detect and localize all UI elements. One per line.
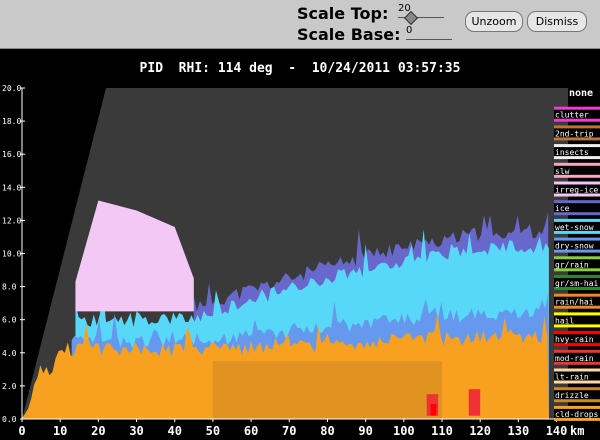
- scale-base-track: [406, 39, 452, 40]
- x-tick-label: 10: [53, 424, 67, 438]
- legend-label-wet-snow: wet-snow: [555, 223, 594, 232]
- x-tick-label: 100: [393, 424, 415, 438]
- x-axis-label: km: [570, 424, 584, 438]
- x-tick-label: 30: [129, 424, 143, 438]
- legend-label-bg: [554, 278, 600, 287]
- legend-label-gr-sm-hai: gr/sm-hai: [555, 279, 599, 288]
- legend-label-bg: [554, 109, 600, 119]
- dismiss-button[interactable]: Dismiss: [527, 11, 587, 32]
- y-tick-label: 16.0: [2, 150, 21, 159]
- legend-label-2nd-trip: 2nd-trip: [555, 129, 594, 138]
- legend-label-bg: [554, 315, 600, 325]
- x-tick-label: 140: [546, 424, 568, 438]
- legend-label-bg: [554, 184, 600, 194]
- legend-label-none: none: [569, 88, 593, 99]
- legend-label-mod-rain: mod-rain: [555, 354, 594, 363]
- legend-label-dry-snow: dry-snow: [555, 242, 594, 251]
- unzoom-button[interactable]: Unzoom: [465, 11, 523, 32]
- blocked-wedge: [22, 88, 106, 419]
- x-tick-label: 40: [168, 424, 182, 438]
- x-tick-label: 60: [244, 424, 258, 438]
- legend-label-bg: [554, 128, 600, 138]
- region-drizzle: [212, 361, 442, 419]
- x-tick-label: 110: [431, 424, 453, 438]
- x-tick-label: 80: [320, 424, 334, 438]
- legend-label-bg: [554, 296, 600, 306]
- legend-label-bg: [554, 165, 600, 175]
- scale-base-slider[interactable]: 0: [406, 25, 452, 42]
- y-tick-label: 4.0: [2, 349, 17, 358]
- legend-label-gr-rain: gr/rain: [555, 260, 589, 269]
- legend-label-bg: [554, 240, 600, 250]
- y-tick-label: 10.0: [2, 250, 21, 259]
- legend-label-bg: [554, 203, 600, 213]
- y-tick-label: 12.0: [2, 216, 21, 225]
- legend-label-slw: slw: [555, 167, 570, 176]
- legend-label-hail: hail: [555, 316, 574, 325]
- legend-label-insects: insects: [555, 148, 589, 157]
- toolbar: Scale Top: 20 Scale Base: 0 Unzoom Dismi…: [0, 0, 600, 49]
- x-tick-label: 120: [469, 424, 491, 438]
- legend-label-irreg-ice: irreg-ice: [555, 186, 599, 195]
- region-hvy-rain-0: [430, 404, 437, 416]
- chart-title: PID RHI: 114 deg - 10/24/2011 03:57:35: [139, 61, 461, 76]
- scale-top-value: 20: [398, 3, 411, 14]
- legend-label-bg: [554, 371, 600, 381]
- legend-label-bg: [554, 334, 600, 344]
- legend-label-bg: [554, 259, 600, 269]
- region-mod-rain-1: [468, 389, 481, 416]
- legend-label-cld-drops: cld-drops: [555, 410, 599, 419]
- scale-top-track: [398, 17, 444, 18]
- legend-label-bg: [554, 408, 600, 418]
- x-tick-label: 20: [91, 424, 105, 438]
- x-tick-label: 70: [282, 424, 296, 438]
- legend-label-hvy-rain: hvy-rain: [555, 335, 594, 344]
- scale-top-label: Scale Top:: [297, 4, 389, 23]
- x-tick-label: 0: [18, 424, 25, 438]
- scale-base-value: 0: [406, 25, 413, 36]
- legend-label-bg: [554, 352, 600, 362]
- legend-label-lt-rain: lt-rain: [555, 373, 589, 382]
- y-tick-label: 14.0: [2, 183, 21, 192]
- x-tick-label: 50: [206, 424, 220, 438]
- y-tick-label: 20.0: [2, 84, 21, 93]
- legend-label-clutter: clutter: [555, 111, 589, 120]
- scale-top-slider[interactable]: 20: [398, 3, 444, 26]
- y-tick-label: 6.0: [2, 316, 17, 325]
- legend-label-ice: ice: [555, 204, 570, 213]
- x-tick-label: 90: [358, 424, 372, 438]
- legend-label-bg: [554, 221, 600, 231]
- x-tick-label: 130: [508, 424, 530, 438]
- region-irreg-ice: [75, 200, 194, 312]
- legend-label-drizzle: drizzle: [555, 391, 589, 400]
- y-tick-label: 2.0: [2, 382, 17, 391]
- legend-label-bg: [554, 390, 600, 400]
- scale-base-label: Scale Base:: [297, 25, 401, 44]
- y-tick-label: 18.0: [2, 117, 21, 126]
- legend-label-rain-hai: rain/hai: [555, 298, 594, 307]
- y-tick-label: 0.0: [2, 415, 17, 424]
- y-tick-label: 8.0: [2, 283, 17, 292]
- legend-label-bg: [554, 147, 600, 157]
